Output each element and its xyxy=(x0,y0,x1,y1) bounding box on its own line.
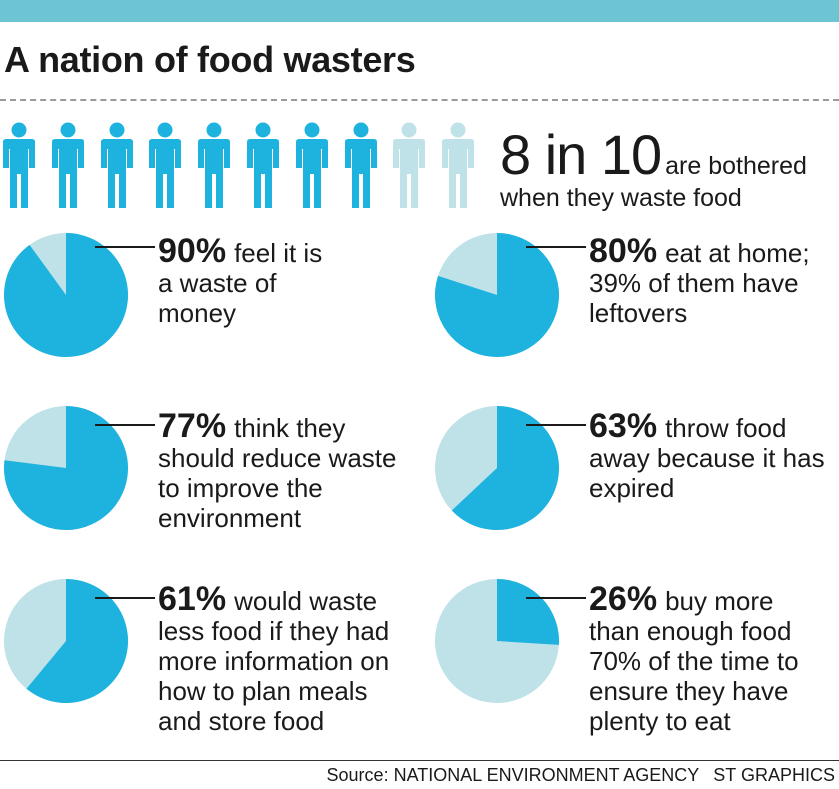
person-icon xyxy=(344,122,377,208)
page-title: A nation of food wasters xyxy=(4,39,416,80)
dashed-divider xyxy=(0,99,839,101)
person-icon xyxy=(247,122,279,208)
pie-value-slice xyxy=(451,406,559,530)
person-icon xyxy=(3,122,35,208)
stat-description: think they should reduce waste to improv… xyxy=(158,413,397,533)
person-icon xyxy=(100,122,133,208)
source-label: Source: NATIONAL ENVIRONMENT AGENCY xyxy=(326,765,700,785)
stat-text: 90% feel it is a waste of money xyxy=(158,234,333,328)
stat-text: 63% throw food away because it has expire… xyxy=(589,409,829,503)
pie-chart xyxy=(3,233,128,357)
pie-chart xyxy=(435,233,559,357)
person-icon xyxy=(149,122,182,208)
pie-value-slice xyxy=(435,233,559,357)
stat-description: eat at home; 39% of them have leftovers xyxy=(589,238,810,328)
stat-percent: 90% xyxy=(158,232,227,270)
top-accent-bar xyxy=(0,0,839,22)
pie-value-slice xyxy=(497,579,559,645)
pie-value-slice xyxy=(26,579,128,703)
stat-percent: 63% xyxy=(589,407,658,445)
person-icon xyxy=(442,122,475,208)
person-icon xyxy=(295,122,328,208)
pie-chart xyxy=(4,579,128,703)
headline-stat: 8 in 10 are bothered xyxy=(500,127,807,183)
pie-chart xyxy=(435,406,559,530)
stat-percent: 61% xyxy=(158,580,227,618)
stat-text: 61% would waste less food if they had mor… xyxy=(158,582,408,736)
pie-chart xyxy=(435,579,559,703)
headline-number: 8 in 10 xyxy=(500,123,662,186)
headline-text-2: when they waste food xyxy=(500,184,742,212)
stat-description: feel it is a waste of money xyxy=(158,238,323,328)
pie-chart xyxy=(4,406,129,530)
person-icon xyxy=(198,122,231,208)
stat-percent: 80% xyxy=(589,232,658,270)
stat-description: would waste less food if they had more i… xyxy=(158,586,390,736)
pie-value-slice xyxy=(4,406,129,530)
stat-percent: 26% xyxy=(589,580,658,618)
stat-percent: 77% xyxy=(158,407,227,445)
icon-array xyxy=(0,122,490,212)
person-icon xyxy=(51,122,84,208)
footer-divider xyxy=(0,760,839,761)
credit-label: ST GRAPHICS xyxy=(713,765,835,785)
source-line: Source: NATIONAL ENVIRONMENT AGENCY ST GR… xyxy=(327,764,835,786)
stat-text: 77% think they should reduce waste to imp… xyxy=(158,409,403,533)
pie-value-slice xyxy=(3,233,128,357)
stat-text: 80% eat at home; 39% of them have leftove… xyxy=(589,234,824,328)
stat-description: buy more than enough food 70% of the tim… xyxy=(589,586,799,736)
stat-text: 26% buy more than enough food 70% of the … xyxy=(589,582,829,736)
stat-description: throw food away because it has expired xyxy=(589,413,825,503)
person-icon xyxy=(393,122,426,208)
headline-text-1: are bothered xyxy=(665,152,807,180)
